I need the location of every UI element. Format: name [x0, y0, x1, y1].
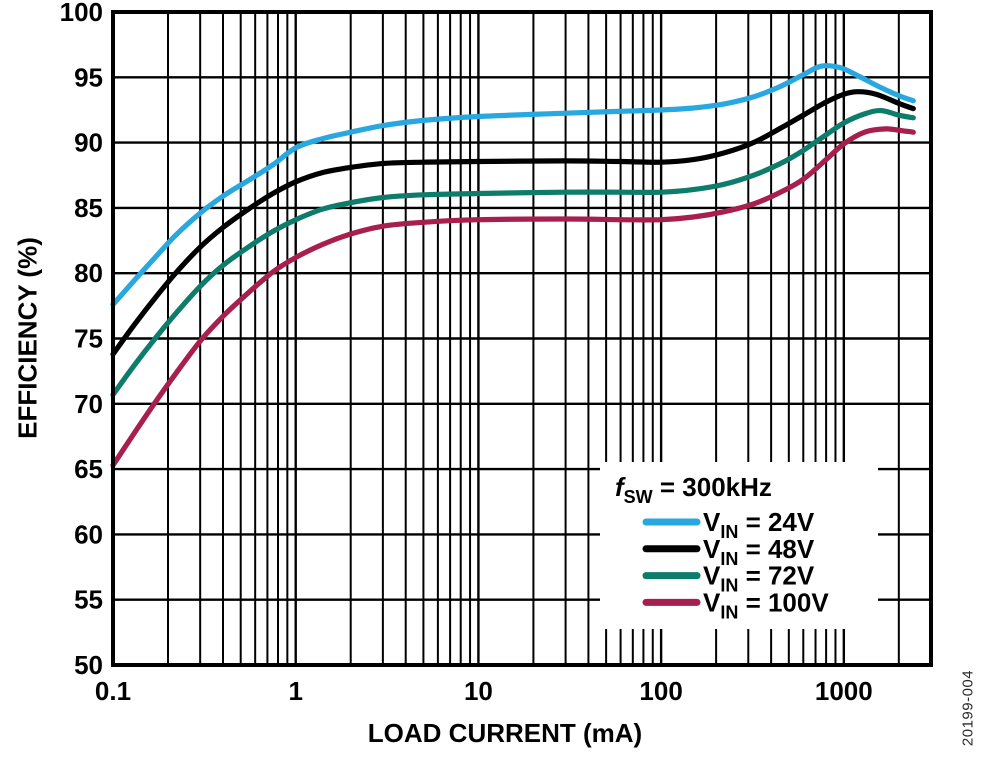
y-tick-label: 100	[60, 0, 103, 27]
series-line-vin-24v	[110, 63, 916, 308]
x-tick-label: 0.1	[95, 676, 131, 706]
series-line-vin-72v	[110, 107, 916, 398]
y-tick-label: 80	[74, 258, 103, 288]
figure-code: 20199-004	[959, 669, 977, 747]
y-tick-label: 65	[74, 454, 103, 484]
y-tick-label: 75	[74, 324, 103, 354]
legend-label-vin-24v: VIN = 24V	[703, 507, 815, 542]
legend-entry-vin-100v: VIN = 100V	[642, 587, 829, 622]
y-tick-label: 70	[74, 389, 103, 419]
y-tick-label: 60	[74, 519, 103, 549]
x-tick-label: 100	[639, 676, 682, 706]
x-tick-label: 1	[288, 676, 302, 706]
legend-header: fSW = 300kHz	[615, 472, 772, 507]
x-tick-label: 10	[464, 676, 493, 706]
series-line-vin-48v	[110, 89, 916, 357]
legend-entry-vin-48v: VIN = 48V	[642, 534, 815, 569]
y-tick-label: 95	[74, 62, 103, 92]
y-tick-label: 85	[74, 193, 103, 223]
y-tick-label: 55	[74, 585, 103, 615]
x-tick-label: 1000	[815, 676, 873, 706]
legend-label-vin-100v: VIN = 100V	[703, 587, 829, 622]
legend-entry-vin-72v: VIN = 72V	[642, 561, 815, 596]
series-curves	[110, 63, 916, 468]
x-axis-title: LOAD CURRENT (mA)	[367, 718, 643, 748]
plot-border	[111, 10, 933, 667]
legend-label-vin-72v: VIN = 72V	[703, 561, 815, 596]
y-tick-label: 50	[74, 650, 103, 680]
y-axis-title: EFFICIENCY (%)	[12, 237, 43, 439]
legend-entry-vin-24v: VIN = 24V	[642, 507, 815, 542]
legend-label-vin-48v: VIN = 48V	[703, 534, 815, 569]
tick-labels: 100 95 90 85 80 75 70 65 60 55 500.1 1 10 100 1000	[60, 0, 873, 706]
series-line-vin-100v	[110, 126, 916, 468]
y-tick-label: 90	[74, 128, 103, 158]
